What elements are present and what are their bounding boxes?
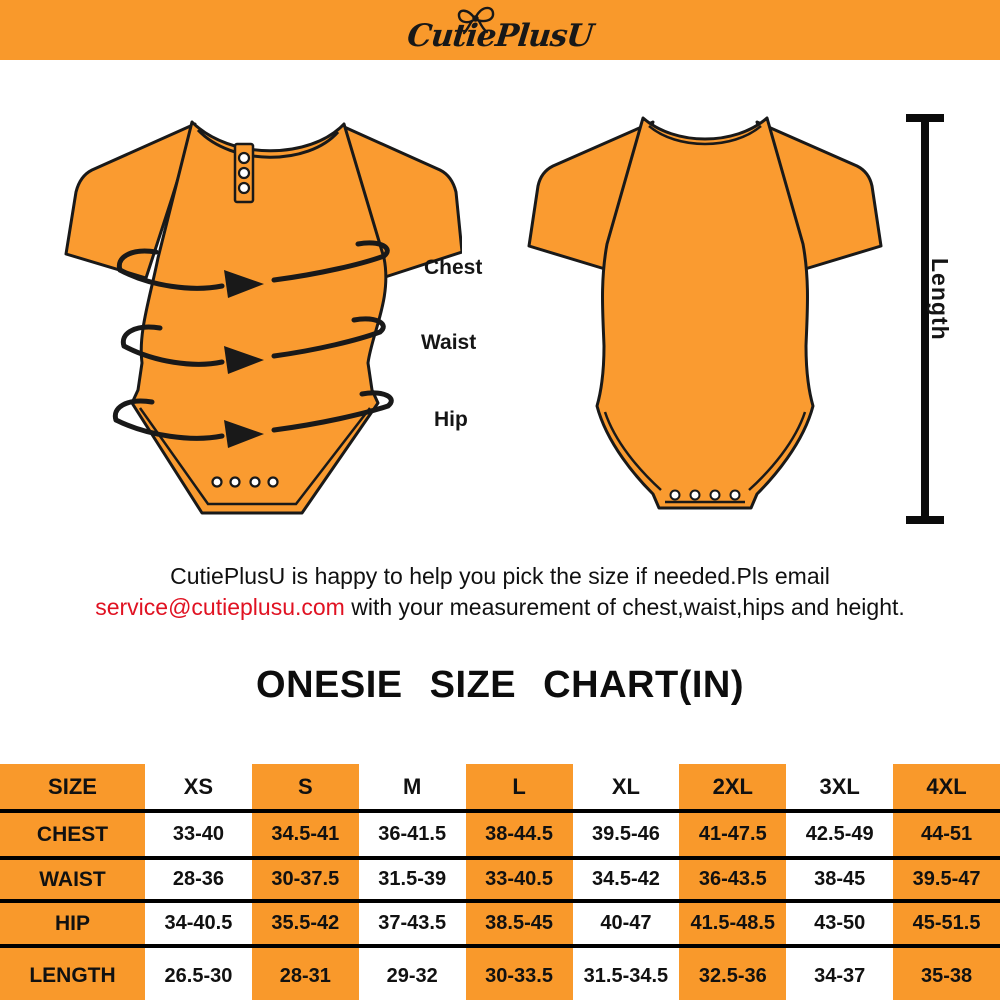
data-cell: 28-31 <box>251 948 359 1000</box>
column-header-cell: 4XL <box>893 764 1000 813</box>
row-label-cell: CHEST <box>0 813 145 860</box>
data-cell: 41-47.5 <box>679 813 787 860</box>
back-right-hem-line <box>748 411 807 491</box>
length-label: Length <box>927 258 953 341</box>
data-cell: 32.5-36 <box>679 948 787 1000</box>
data-cell: 31.5-39 <box>358 860 466 903</box>
brand-banner: CutiePlusU <box>0 0 1000 60</box>
data-cell: 26.5-30 <box>145 948 252 1000</box>
size-header-cell: SIZE <box>0 764 145 813</box>
data-cell: 35-38 <box>893 948 1000 1000</box>
column-header-cell: XS <box>145 764 252 813</box>
data-cell: 28-36 <box>145 860 252 903</box>
data-cell: 33-40 <box>145 813 252 860</box>
data-cell: 38-44.5 <box>465 813 573 860</box>
front-crotch-snaps <box>211 476 279 488</box>
data-cell: 34-40.5 <box>145 903 252 948</box>
column-header-cell: 2XL <box>679 764 787 813</box>
data-cell: 35.5-42 <box>251 903 359 948</box>
help-note: CutiePlusU is happy to help you pick the… <box>0 561 1000 623</box>
measure-arrowheads <box>224 270 264 448</box>
front-placket-buttons <box>237 151 251 195</box>
bow-icon <box>457 6 495 35</box>
data-cell: 45-51.5 <box>893 903 1000 948</box>
help-note-line2: with your measurement of chest,waist,hip… <box>344 594 905 620</box>
measure-band-chest <box>116 240 390 291</box>
column-header-cell: M <box>358 764 466 813</box>
column-header-cell: L <box>465 764 573 813</box>
front-left-sleeve <box>64 122 197 280</box>
data-cell: 42.5-49 <box>786 813 894 860</box>
measure-band-hip <box>112 390 394 441</box>
data-cell: 38.5-45 <box>465 903 573 948</box>
data-cell: 34.5-42 <box>572 860 680 903</box>
data-cell: 34-37 <box>786 948 894 1000</box>
front-collar-line <box>196 128 340 159</box>
help-note-line1: CutiePlusU is happy to help you pick the… <box>170 563 830 589</box>
column-header-cell: S <box>251 764 359 813</box>
chest-label: Chest <box>424 256 483 279</box>
size-table: SIZE XS S M L XL 2XL 3XL 4XL CHEST 33-40 34.5-41 36-… <box>0 764 1000 1000</box>
back-torso <box>595 116 815 510</box>
data-cell: 41.5-48.5 <box>679 903 787 948</box>
measure-band-waist <box>120 316 386 367</box>
column-header-cell: 3XL <box>786 764 894 813</box>
data-cell: 39.5-47 <box>893 860 1000 903</box>
waist-label: Waist <box>421 331 477 354</box>
data-cell: 33-40.5 <box>465 860 573 903</box>
length-bar <box>921 118 929 520</box>
front-inner-hem-line <box>138 407 371 506</box>
brand-logo: CutiePlusU <box>0 0 1000 60</box>
support-email: service@cutieplusu.com <box>95 594 345 620</box>
data-cell: 39.5-46 <box>572 813 680 860</box>
back-crotch-snaps <box>669 489 741 501</box>
data-cell: 43-50 <box>786 903 894 948</box>
data-cell: 36-41.5 <box>358 813 466 860</box>
data-cell: 31.5-34.5 <box>572 948 680 1000</box>
hip-label: Hip <box>434 408 468 431</box>
onesie-back-diagram <box>527 116 883 510</box>
data-cell: 30-33.5 <box>465 948 573 1000</box>
row-label-cell: WAIST <box>0 860 145 903</box>
back-collar-line <box>648 125 762 146</box>
data-cell: 40-47 <box>572 903 680 948</box>
length-bar-bottom-cap <box>906 516 944 524</box>
data-cell: 38-45 <box>786 860 894 903</box>
brand-logo-text: CutiePlusU <box>406 18 595 54</box>
column-header-cell: XL <box>572 764 680 813</box>
data-cell: 37-43.5 <box>358 903 466 948</box>
onesie-front-diagram <box>64 120 462 515</box>
back-left-hem-line <box>603 411 662 491</box>
data-cell: 34.5-41 <box>251 813 359 860</box>
data-cell: 36-43.5 <box>679 860 787 903</box>
data-cell: 30-37.5 <box>251 860 359 903</box>
chart-title: ONESIE SIZE CHART(IN) <box>256 664 744 706</box>
data-cell: 29-32 <box>358 948 466 1000</box>
data-cell: 44-51 <box>893 813 1000 860</box>
row-label-cell: HIP <box>0 903 145 948</box>
row-label-cell: LENGTH <box>0 948 145 1000</box>
back-right-sleeve <box>755 120 883 271</box>
back-left-sleeve <box>527 120 655 271</box>
